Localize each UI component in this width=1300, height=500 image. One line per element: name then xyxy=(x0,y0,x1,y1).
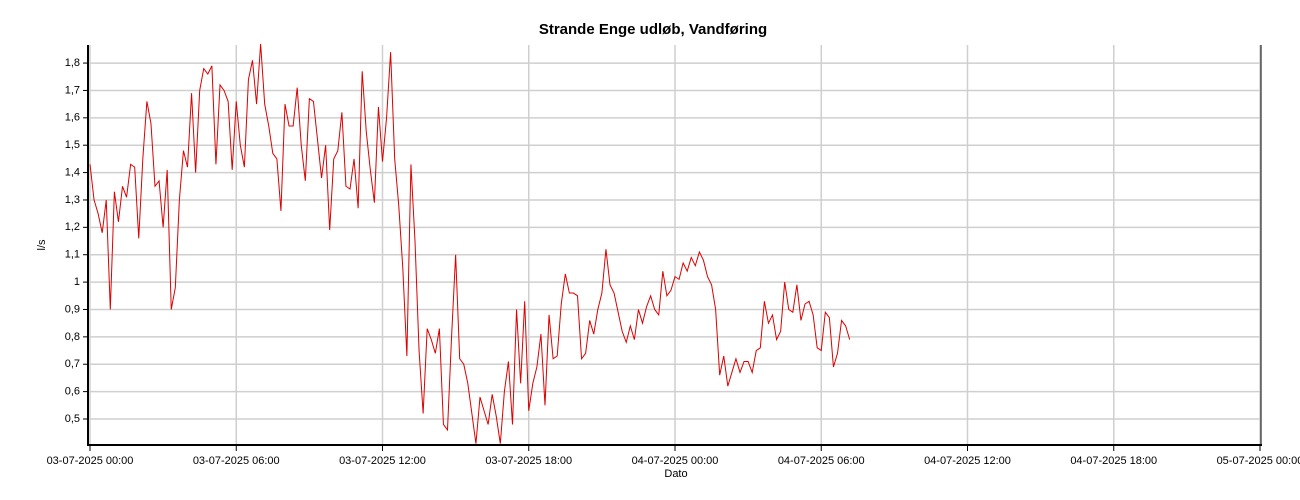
y-tick-label: 1,1 xyxy=(65,249,80,261)
y-axis-label: l/s xyxy=(36,239,48,251)
x-axis-label: Dato xyxy=(664,468,687,480)
y-tick-label: 0,8 xyxy=(65,331,80,343)
x-tick-label: 03-07-2025 06:00 xyxy=(193,455,280,467)
x-tick-label: 04-07-2025 12:00 xyxy=(924,455,1011,467)
x-tick-label: 05-07-2025 00:00 xyxy=(1217,455,1300,467)
y-tick-label: 0,7 xyxy=(65,358,80,370)
data-line xyxy=(89,43,851,444)
x-tick-label: 03-07-2025 18:00 xyxy=(485,455,572,467)
y-tick-label: 1,7 xyxy=(65,84,80,96)
y-tick-label: 0,9 xyxy=(65,303,80,315)
y-tick-label: 1,4 xyxy=(65,166,80,178)
plot-area xyxy=(89,43,851,444)
x-tick-label: 03-07-2025 00:00 xyxy=(47,455,134,467)
y-tick-label: 1,3 xyxy=(65,194,80,206)
y-tick-label: 1,8 xyxy=(65,57,80,69)
y-tick-label: 1,6 xyxy=(65,112,80,124)
y-tick-label: 1,2 xyxy=(65,221,80,233)
y-tick-label: 0,6 xyxy=(65,386,80,398)
chart-title: Strande Enge udløb, Vandføring xyxy=(539,21,767,38)
y-tick-label: 1,5 xyxy=(65,139,80,151)
x-tick-label: 04-07-2025 00:00 xyxy=(632,455,719,467)
x-tick-label: 04-07-2025 06:00 xyxy=(778,455,865,467)
y-tick-label: 0,5 xyxy=(65,413,80,425)
x-tick-label: 04-07-2025 18:00 xyxy=(1070,455,1157,467)
y-tick-label: 1 xyxy=(74,276,80,288)
grid xyxy=(89,45,1261,445)
x-tick-label: 03-07-2025 12:00 xyxy=(339,455,426,467)
